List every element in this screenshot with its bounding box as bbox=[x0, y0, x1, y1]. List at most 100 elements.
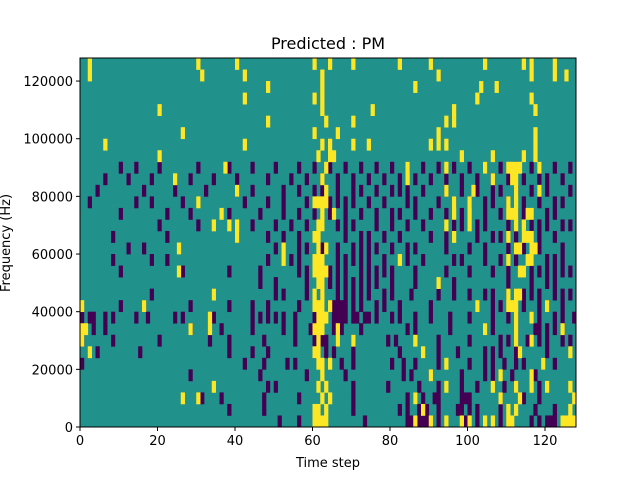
heatmap-cell-low bbox=[281, 207, 286, 220]
heatmap-cell-high bbox=[483, 323, 488, 336]
heatmap-cell-high bbox=[328, 300, 333, 313]
heatmap-cell-low bbox=[235, 173, 240, 186]
heatmap-cell-low bbox=[417, 415, 422, 428]
heatmap-cell-low bbox=[417, 403, 422, 416]
heatmap-cell-high bbox=[324, 115, 329, 128]
heatmap-cell-low bbox=[351, 357, 356, 370]
heatmap-cell-high bbox=[510, 207, 515, 220]
heatmap-cell-low bbox=[401, 357, 406, 370]
heatmap-cell-high bbox=[219, 207, 224, 220]
plot-frame bbox=[79, 57, 577, 428]
heatmap-cell-low bbox=[312, 161, 317, 174]
heatmap-cell-high bbox=[510, 300, 515, 313]
heatmap-cell-low bbox=[401, 369, 406, 382]
heatmap-cell-high bbox=[572, 415, 577, 428]
heatmap-cell-low bbox=[165, 254, 170, 266]
heatmap-cell-low bbox=[428, 230, 433, 243]
heatmap-cell-low bbox=[483, 242, 488, 255]
heatmap-cell-low bbox=[374, 219, 379, 232]
heatmap-cell-high bbox=[517, 288, 523, 301]
heatmap-cell-low bbox=[436, 346, 441, 359]
heatmap-cell-low bbox=[552, 196, 557, 209]
heatmap-cell-low bbox=[413, 265, 418, 278]
heatmap-cell-low bbox=[266, 230, 271, 243]
heatmap-cell-low bbox=[293, 357, 298, 370]
heatmap-cell-low bbox=[339, 323, 344, 336]
heatmap-cell-low bbox=[362, 311, 368, 324]
heatmap-cell-low bbox=[560, 288, 565, 301]
heatmap-cell-low bbox=[432, 392, 437, 405]
x-tick-label: 80 bbox=[382, 434, 399, 449]
heatmap-cell-low bbox=[490, 323, 495, 336]
heatmap-cell-high bbox=[421, 346, 426, 359]
heatmap-cell-low bbox=[552, 357, 557, 370]
heatmap-cell-high bbox=[444, 380, 449, 393]
heatmap-cell-low bbox=[297, 415, 302, 428]
heatmap-cell-low bbox=[475, 415, 480, 428]
heatmap-cell-low bbox=[359, 300, 364, 313]
heatmap-cell-high bbox=[514, 184, 519, 197]
heatmap-cell-low bbox=[421, 392, 426, 405]
heatmap-cell-low bbox=[455, 403, 461, 416]
heatmap-cell-high bbox=[517, 346, 523, 359]
heatmap-cell-high bbox=[316, 380, 321, 393]
heatmap-cell-high bbox=[324, 415, 329, 428]
heatmap-cell-low bbox=[405, 184, 410, 197]
heatmap-cell-high bbox=[498, 392, 503, 405]
heatmap-cell-low bbox=[514, 230, 519, 243]
heatmap-cell-high bbox=[320, 104, 325, 117]
heatmap-cell-low bbox=[390, 288, 395, 301]
heatmap-cell-low bbox=[180, 265, 185, 278]
heatmap-cell-low bbox=[483, 288, 488, 301]
heatmap-cell-high bbox=[444, 161, 449, 174]
heatmap-cell-low bbox=[320, 242, 325, 255]
heatmap-cell-high bbox=[428, 369, 433, 382]
heatmap-cell-low bbox=[421, 415, 426, 428]
heatmap-cell-high bbox=[452, 115, 457, 128]
heatmap-cell-low bbox=[552, 254, 557, 266]
heatmap-cell-low bbox=[285, 357, 290, 370]
heatmap-cell-low bbox=[366, 288, 371, 301]
heatmap-cell-high bbox=[173, 173, 178, 186]
heatmap-cell-low bbox=[359, 277, 364, 289]
heatmap-cell-low bbox=[351, 277, 356, 289]
heatmap-cell-low bbox=[289, 173, 294, 186]
heatmap-cell-low bbox=[537, 230, 542, 243]
heatmap-cell-low bbox=[405, 254, 410, 266]
heatmap-cell-low bbox=[227, 403, 232, 416]
heatmap-cell-low bbox=[490, 184, 495, 197]
heatmap-cell-low bbox=[134, 161, 139, 174]
heatmap-cell-high bbox=[316, 265, 321, 278]
heatmap-cell-high bbox=[200, 69, 205, 82]
heatmap-cell-low bbox=[304, 196, 309, 209]
heatmap-cell-high bbox=[316, 357, 321, 370]
heatmap-cell-low bbox=[250, 184, 255, 197]
heatmap-cell-low bbox=[475, 173, 480, 186]
heatmap-cell-high bbox=[521, 265, 526, 278]
heatmap-cell-high bbox=[370, 104, 375, 117]
heatmap-cell-low bbox=[359, 323, 364, 336]
heatmap-cell-low bbox=[428, 207, 433, 220]
heatmap-cell-low bbox=[111, 311, 116, 324]
heatmap-cell-low bbox=[80, 311, 85, 324]
heatmap-cell-low bbox=[413, 311, 418, 324]
heatmap-cell-low bbox=[366, 173, 371, 186]
heatmap-cell-low bbox=[297, 207, 302, 220]
heatmap-cell-high bbox=[80, 334, 85, 347]
heatmap-cell-low bbox=[521, 242, 526, 255]
heatmap-cell-low bbox=[227, 265, 232, 278]
heatmap-cell-low bbox=[258, 311, 263, 324]
heatmap-cell-high bbox=[312, 58, 317, 70]
heatmap-cell-low bbox=[250, 300, 255, 313]
heatmap-cell-low bbox=[304, 369, 309, 382]
heatmap-cell-low bbox=[490, 369, 495, 382]
heatmap-cell-high bbox=[281, 242, 286, 255]
heatmap-cell-low bbox=[448, 311, 453, 324]
heatmap-cell-low bbox=[436, 161, 441, 174]
heatmap-cell-low bbox=[533, 323, 538, 336]
heatmap-cell-low bbox=[475, 230, 480, 243]
heatmap-cell-low bbox=[545, 334, 550, 347]
heatmap-cell-high bbox=[498, 369, 503, 382]
heatmap-cell-low bbox=[490, 357, 495, 370]
heatmap-cell-high bbox=[471, 184, 476, 197]
